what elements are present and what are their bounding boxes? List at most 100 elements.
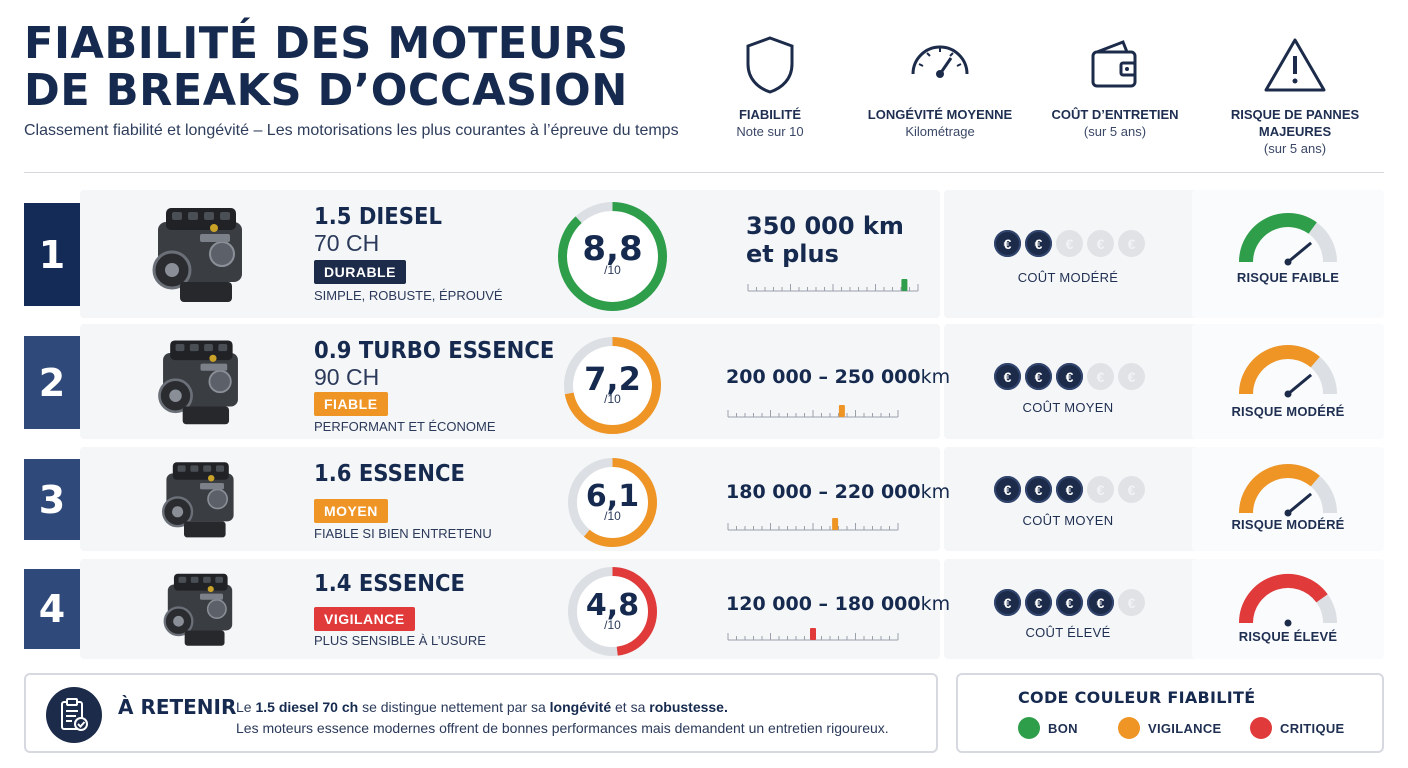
takeaway-text-part: Le	[236, 699, 256, 715]
legend-title: CODE COULEUR FIABILITÉ	[1018, 688, 1256, 707]
header-longevity: LONGÉVITÉ MOYENNE Kilométrage	[860, 34, 1020, 140]
longevity-value: 120 000 – 180 000km	[726, 593, 950, 615]
risk-gauge-fill	[1239, 574, 1328, 624]
euro-coin-icon: €	[994, 476, 1021, 503]
euro-coin-icon: €	[1056, 230, 1083, 257]
euro-coin-icon: €	[1087, 230, 1114, 257]
longevity-marker	[838, 405, 845, 417]
cost-coins: € € € € €	[994, 230, 1145, 257]
reliability-score: 6,1/10	[568, 458, 657, 547]
risk-gauge	[1239, 345, 1337, 398]
euro-coin-icon: €	[994, 589, 1021, 616]
engine-name: 1.4 ESSENCE	[314, 571, 465, 597]
cost-label: COÛT ÉLEVÉ	[1025, 625, 1111, 640]
risk-gauge	[1239, 574, 1337, 627]
cost-coins: € € € € €	[994, 589, 1145, 616]
longevity-range: 350 000 km	[746, 212, 904, 240]
takeaway-line-1: Le 1.5 diesel 70 ch se distingue netteme…	[236, 697, 889, 718]
score-ring-arc	[568, 567, 657, 656]
legend-item-good: BON	[1018, 717, 1078, 739]
risk-gauge-fill	[1239, 345, 1320, 395]
legend-label-vigilance: VIGILANCE	[1148, 720, 1222, 736]
header-longevity-title: LONGÉVITÉ MOYENNE	[867, 107, 1013, 122]
euro-coin-icon: €	[994, 230, 1021, 257]
euro-coin-icon: €	[1087, 476, 1114, 503]
risk-gauge-fill	[1239, 464, 1320, 514]
speedometer-icon	[911, 45, 969, 78]
risk-gauge-hub	[1284, 619, 1292, 627]
risk-gauge-hub	[1284, 509, 1292, 517]
takeaway-engine: 1.5 diesel 70 ch	[255, 699, 359, 715]
engine-image	[147, 328, 267, 435]
euro-coin-icon: €	[1025, 230, 1052, 257]
score-denominator: /10	[604, 263, 621, 278]
clipboard-icon	[46, 687, 102, 743]
score-denominator: /10	[604, 391, 621, 406]
cost-risk-card	[944, 190, 1384, 318]
risk-gauge-needle	[1287, 241, 1313, 264]
longevity-value: 200 000 – 250 000km	[726, 366, 950, 388]
takeaway-title: À RETENIR	[118, 695, 237, 719]
risk-label: RISQUE FAIBLE	[1236, 270, 1340, 285]
engine-row-3: 3 1.6 ESSENCE MOYEN FIABLE SI BIEN ENTRETEN…	[24, 447, 1384, 551]
header-reliability-title: FIABILITÉ	[738, 107, 802, 122]
risk-gauge	[1239, 464, 1337, 517]
risk-gauge-fill	[1239, 212, 1317, 263]
longevity-marker	[810, 628, 816, 640]
reliability-badge: VIGILANCE	[314, 607, 415, 631]
reliability-badge: FIABLE	[314, 392, 388, 416]
risk-label: RISQUE MODÉRÉ	[1231, 404, 1345, 419]
cost-coins: € € € € €	[994, 363, 1145, 390]
score-ring	[568, 458, 657, 547]
engine-image	[152, 451, 272, 547]
cost-risk-card	[944, 447, 1384, 551]
title-line-2: DE BREAKS D’OCCASION	[24, 65, 628, 116]
reliability-badge: MOYEN	[314, 499, 388, 523]
longevity-value: 180 000 – 220 000km	[726, 481, 950, 503]
cost-label: COÛT MOYEN	[1022, 513, 1114, 528]
score-denominator: /10	[604, 508, 621, 523]
engine-row-4: 4 1.4 ESSENCE VIGILANCE PLUS SENSIBLE À L’U…	[24, 559, 1384, 659]
score-ring-arc	[564, 337, 661, 434]
takeaway-line-2: Les moteurs essence modernes offrent de …	[236, 720, 889, 736]
legend-item-vigilance: VIGILANCE	[1118, 717, 1221, 739]
longevity-range: 200 000 – 250 000	[726, 366, 921, 388]
score-ring-arc	[568, 458, 657, 547]
longevity-scale	[727, 628, 899, 641]
legend-label-good: BON	[1048, 720, 1078, 736]
engine-power: 70 CH	[314, 230, 380, 256]
rank-number: 2	[24, 336, 80, 429]
euro-coin-icon: €	[1056, 363, 1083, 390]
engine-description: PLUS SENSIBLE À L’USURE	[314, 633, 486, 648]
risk-panel	[1192, 190, 1384, 318]
euro-coin-icon: €	[1025, 476, 1052, 503]
risk-gauge	[1239, 212, 1337, 266]
score-value: 4,8	[585, 587, 640, 623]
score-ring	[558, 202, 667, 311]
longevity-range: 120 000 – 180 000	[726, 593, 921, 615]
rank-number: 1	[24, 203, 80, 306]
takeaway-robustness: robustesse.	[649, 699, 728, 715]
takeaway-box: À RETENIR Le 1.5 diesel 70 ch se disting…	[24, 673, 938, 753]
score-ring	[564, 337, 661, 434]
header-cost-title: COÛT D’ENTRETIEN	[1051, 107, 1179, 122]
longevity-unit: km	[920, 366, 951, 388]
title-line-1: FIABILITÉ DES MOTEURS	[24, 18, 629, 69]
header-reliability: FIABILITÉ Note sur 10	[690, 34, 850, 140]
euro-coin-icon: €	[1087, 363, 1114, 390]
longevity-unit: et plus	[746, 240, 839, 268]
euro-coin-icon: €	[1118, 363, 1145, 390]
color-legend: CODE COULEUR FIABILITÉ BON VIGILANCE CRI…	[956, 673, 1384, 753]
euro-coin-icon: €	[1118, 230, 1145, 257]
euro-coin-icon: €	[994, 363, 1021, 390]
euro-coin-icon: €	[1056, 589, 1083, 616]
engine-power: 90 CH	[314, 364, 380, 390]
takeaway-text-part: se distingue nettement par sa	[358, 699, 550, 715]
header-longevity-sub: Kilométrage	[905, 124, 975, 139]
euro-coin-icon: €	[1025, 363, 1052, 390]
wallet-icon	[1091, 40, 1137, 88]
legend-label-critical: CRITIQUE	[1280, 720, 1345, 736]
takeaway-longevity: longévité	[549, 699, 612, 715]
header-reliability-sub: Note sur 10	[736, 124, 804, 139]
cost-label: COÛT MOYEN	[1022, 400, 1114, 415]
